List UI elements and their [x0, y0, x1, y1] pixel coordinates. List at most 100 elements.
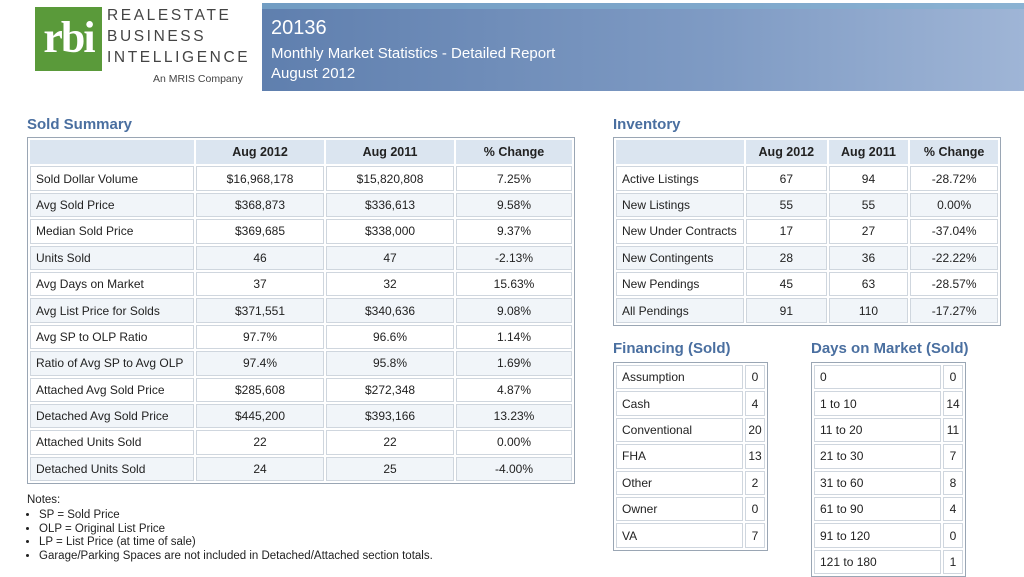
sold-summary-title: Sold Summary: [27, 116, 133, 133]
table-row: 121 to 180 1: [814, 549, 963, 575]
financing-table: Assumption 0 Cash 4 Conventional 20 FHA 13 Other…: [613, 362, 768, 551]
cell-value: 1.14%: [456, 324, 572, 350]
row-label: Attached Avg Sold Price: [30, 377, 194, 402]
table-row: Ratio of Avg SP to Avg OLP 97.4% 95.8% 1.69…: [30, 351, 572, 376]
table-row: All Pendings 91 110 -17.27%: [616, 298, 998, 323]
logo-mark: rbi: [35, 7, 102, 71]
cell-value: -4.00%: [456, 456, 572, 482]
table-row: New Contingents 28 36 -22.22%: [616, 245, 998, 270]
logo-line-1: REALESTATE: [107, 7, 232, 24]
cell-value: 0: [943, 523, 963, 548]
cell-value: 32: [326, 271, 455, 297]
column-header: [30, 140, 194, 165]
cell-value: $445,200: [196, 403, 325, 429]
row-label: Median Sold Price: [30, 219, 194, 244]
table-row: Avg Days on Market 37 32 15.63%: [30, 271, 572, 297]
table-row: Attached Units Sold 22 22 0.00%: [30, 430, 572, 455]
cell-value: 0: [745, 496, 765, 522]
row-label: Avg Days on Market: [30, 271, 194, 297]
table-row: Detached Units Sold 24 25 -4.00%: [30, 456, 572, 482]
table-row: Median Sold Price $369,685 $338,000 9.37%: [30, 219, 572, 244]
table-row: 91 to 120 0: [814, 523, 963, 548]
table-row: Owner 0: [616, 496, 765, 522]
cell-value: 96.6%: [326, 324, 455, 350]
column-header: % Change: [910, 140, 998, 165]
table-row: Assumption 0: [616, 365, 765, 390]
cell-value: $272,348: [326, 377, 455, 402]
table-row: Avg SP to OLP Ratio 97.7% 96.6% 1.14%: [30, 324, 572, 350]
row-label: Other: [616, 470, 743, 495]
row-label: 61 to 90: [814, 496, 941, 522]
table-row: Conventional 20: [616, 417, 765, 443]
note-item: SP = Sold Price: [39, 509, 433, 523]
table-row: 61 to 90 4: [814, 496, 963, 522]
report-period: August 2012: [271, 65, 356, 82]
cell-value: 17: [746, 219, 827, 244]
table-row: Units Sold 46 47 -2.13%: [30, 245, 572, 270]
cell-value: -2.13%: [456, 245, 572, 270]
cell-value: $16,968,178: [196, 166, 325, 191]
column-header: Aug 2011: [326, 140, 455, 165]
cell-value: -22.22%: [910, 245, 998, 270]
table-row: New Listings 55 55 0.00%: [616, 192, 998, 218]
table-row: Avg Sold Price $368,873 $336,613 9.58%: [30, 192, 572, 218]
column-header: Aug 2011: [828, 140, 909, 165]
cell-value: 37: [196, 271, 325, 297]
header-row: Aug 2012 Aug 2011% Change: [30, 140, 572, 165]
row-label: Avg Sold Price: [30, 192, 194, 218]
table-row: FHA 13: [616, 444, 765, 469]
cell-value: 28: [746, 245, 827, 270]
cell-value: 25: [326, 456, 455, 482]
cell-value: 13.23%: [456, 403, 572, 429]
cell-value: $336,613: [326, 192, 455, 218]
row-label: Conventional: [616, 417, 743, 443]
cell-value: 7: [943, 444, 963, 469]
cell-value: 4: [745, 391, 765, 416]
cell-value: 24: [196, 456, 325, 482]
cell-value: 9.08%: [456, 298, 572, 323]
cell-value: 4: [943, 496, 963, 522]
note-item: LP = List Price (at time of sale): [39, 536, 433, 550]
row-label: Attached Units Sold: [30, 430, 194, 455]
cell-value: 9.58%: [456, 192, 572, 218]
logo-wordmark: REALESTATE BUSINESS INTELLIGENCE: [107, 5, 250, 68]
cell-value: 94: [828, 166, 909, 191]
row-label: New Contingents: [616, 245, 744, 270]
logo-line-3: INTELLIGENCE: [107, 49, 251, 66]
row-label: Units Sold: [30, 245, 194, 270]
cell-value: 45: [746, 271, 827, 297]
notes-list: SP = Sold Price OLP = Original List Pric…: [27, 509, 433, 563]
row-label: Assumption: [616, 365, 743, 390]
report-banner: 20136 Monthly Market Statistics - Detail…: [262, 3, 1024, 91]
row-label: Detached Avg Sold Price: [30, 403, 194, 429]
zip-code: 20136: [271, 17, 327, 39]
report-title: Monthly Market Statistics - Detailed Rep…: [271, 45, 556, 62]
column-header: % Change: [456, 140, 572, 165]
cell-value: $340,636: [326, 298, 455, 323]
column-header: Aug 2012: [196, 140, 325, 165]
cell-value: 20: [745, 417, 765, 443]
cell-value: 97.7%: [196, 324, 325, 350]
cell-value: $393,166: [326, 403, 455, 429]
financing-title: Financing (Sold): [613, 340, 731, 357]
row-label: Avg List Price for Solds: [30, 298, 194, 323]
notes: Notes: SP = Sold Price OLP = Original Li…: [27, 494, 433, 563]
cell-value: 55: [746, 192, 827, 218]
cell-value: 0: [745, 365, 765, 390]
cell-value: 97.4%: [196, 351, 325, 376]
cell-value: 63: [828, 271, 909, 297]
inventory-title: Inventory: [613, 116, 681, 133]
table-row: New Pendings 45 63 -28.57%: [616, 271, 998, 297]
cell-value: 95.8%: [326, 351, 455, 376]
cell-value: 13: [745, 444, 765, 469]
cell-value: 1: [943, 549, 963, 575]
cell-value: 22: [196, 430, 325, 455]
header-row: Aug 2012 Aug 2011% Change: [616, 140, 998, 165]
inventory-table: Aug 2012 Aug 2011% Change Active Listings 6…: [613, 137, 1001, 326]
row-label: 21 to 30: [814, 444, 941, 469]
table-row: Other 2: [616, 470, 765, 495]
row-label: 0: [814, 365, 941, 390]
cell-value: 36: [828, 245, 909, 270]
